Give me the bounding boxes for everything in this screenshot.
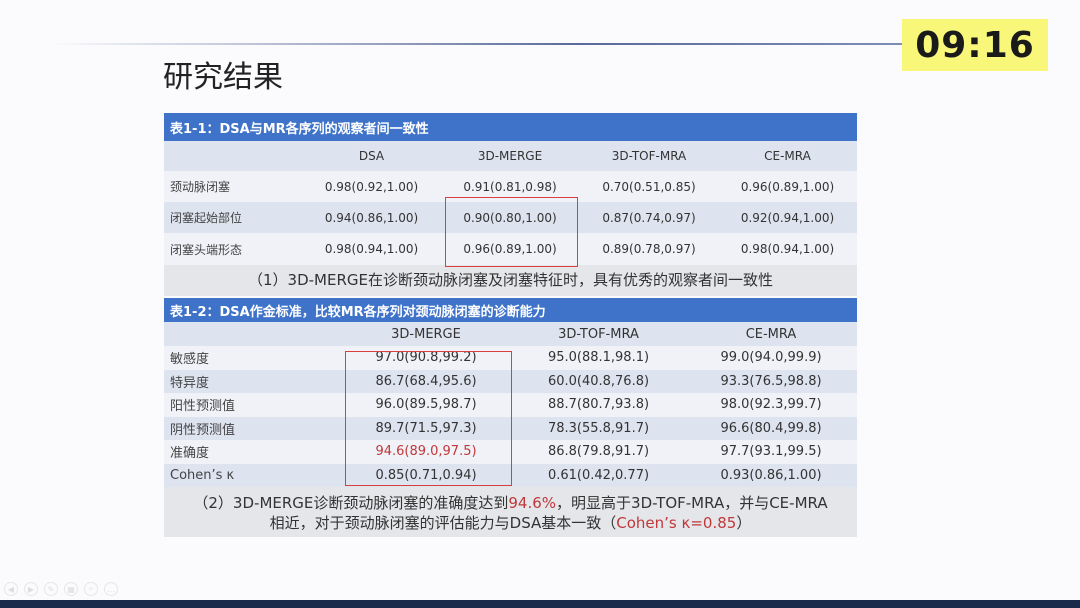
row-label: 准确度 (170, 446, 210, 462)
table-cell: 3D-MERGE (477, 149, 543, 163)
caption-text: 相近，对于颈动脉闭塞的评估能力与DSA基本一致（ (269, 514, 617, 532)
previous-icon[interactable]: ◀ (4, 582, 18, 596)
table-cell: 93.3(76.5,98.8) (720, 373, 822, 389)
table2-title: 表1-2：DSA作金标准，比较MR各序列对颈动脉闭塞的诊断能力 (164, 298, 857, 322)
table2-caption: （2）3D-MERGE诊断颈动脉闭塞的准确度达到94.6%，明显高于3D-TOF… (164, 487, 857, 537)
table-row: 特异度 86.7(68.4,95.6) 60.0(40.8,76.8) 93.3(76… (164, 369, 857, 393)
slides-icon[interactable]: ▦ (64, 582, 78, 596)
table-cell: 99.0(94.0,99.9) (720, 350, 822, 366)
row-label: 敏感度 (170, 352, 210, 368)
table-cell: DSA (358, 149, 385, 163)
table-row: 闭塞头端形态 0.98(0.94,1.00) 0.96(0.89,1.00) 0.89… (164, 233, 857, 265)
table-cell: 89.7(71.5,97.3) (375, 420, 477, 436)
table-cell: 0.96(0.89,1.00) (463, 242, 557, 256)
table-cell: 96.0(89.5,98.7) (375, 397, 477, 413)
table-row: 闭塞起始部位 0.94(0.86,1.00) 0.90(0.80,1.00) 0.87… (164, 202, 857, 233)
table-cell: 3D-MERGE (391, 326, 461, 342)
taskbar (0, 600, 1080, 608)
table-cell: 0.93(0.86,1.00) (720, 467, 822, 483)
table-cell: CE-MRA (745, 326, 797, 342)
table-cell: 0.96(0.89,1.00) (740, 179, 835, 194)
table-cell: 96.6(80.4,99.8) (720, 420, 822, 436)
table-cell: 0.85(0.71,0.94) (375, 467, 477, 483)
slideshow-toolbar: ◀ ▶ ✎ ▦ ⌕ … (4, 582, 118, 596)
row-label: 闭塞头端形态 (170, 242, 243, 257)
caption-text: ，明显高于3D-TOF-MRA，并与CE-MRA (556, 494, 828, 512)
table-row: 阴性预测值 89.7(71.5,97.3) 78.3(55.8,91.7) 96.6(… (164, 416, 857, 440)
table2-header-row: 3D-MERGE 3D-TOF-MRA CE-MRA (164, 322, 857, 346)
table-cell: 0.61(0.42,0.77) (547, 467, 650, 483)
table-cell: CE-MRA (764, 149, 811, 163)
table-cell: 3D-TOF-MRA (611, 149, 687, 163)
table-observer-agreement: 表1-1：DSA与MR各序列的观察者间一致性 DSA 3D-MERGE 3D-TOF… (164, 113, 857, 296)
highlight-box (345, 351, 512, 486)
table-row: 阳性预测值 96.0(89.5,98.7) 88.7(80.7,93.8) 98.0(… (164, 393, 857, 417)
more-icon[interactable]: … (104, 582, 118, 596)
table-cell: 0.94(0.86,1.00) (324, 210, 419, 225)
table-cell: 98.0(92.3,99.7) (720, 397, 822, 413)
pen-icon[interactable]: ✎ (44, 582, 58, 596)
table-cell: 0.92(0.94,1.00) (740, 210, 835, 225)
row-label: 颈动脉闭塞 (170, 180, 231, 194)
next-icon[interactable]: ▶ (24, 582, 38, 596)
slide-title: 研究结果 (163, 60, 283, 95)
table-cell: 0.91(0.81,0.98) (463, 179, 557, 194)
table-row: 准确度 94.6(89.0,97.5) 86.8(79.8,91.7) 97.7(93… (164, 440, 857, 464)
table-row: Cohen’s κ 0.85(0.71,0.94) 0.61(0.42,0.77) 0… (164, 463, 857, 487)
table-row: 敏感度 97.0(90.8,99.2) 95.0(88.1,98.1) 99.0(94… (164, 346, 857, 370)
caption-text: ） (736, 514, 752, 532)
table-cell: 97.7(93.1,99.5) (720, 444, 822, 460)
row-label: 阳性预测值 (170, 399, 236, 415)
table-cell: 95.0(88.1,98.1) (547, 350, 650, 366)
title-divider (50, 43, 930, 45)
table-cell: 94.6(89.0,97.5) (375, 444, 477, 460)
countdown-timer: 09:16 (902, 19, 1048, 71)
table-cell: 88.7(80.7,93.8) (547, 397, 650, 413)
table1-title: 表1-1：DSA与MR各序列的观察者间一致性 (164, 113, 857, 141)
table-cell: 0.70(0.51,0.85) (602, 179, 696, 194)
table-cell: 0.98(0.94,1.00) (324, 242, 419, 256)
table-cell: 97.0(90.8,99.2) (375, 350, 477, 366)
table-cell: 78.3(55.8,91.7) (547, 420, 650, 436)
table1-caption: （1）3D-MERGE在诊断颈动脉闭塞及闭塞特征时，具有优秀的观察者间一致性 (164, 265, 857, 296)
table-row: 颈动脉闭塞 0.98(0.92,1.00) 0.91(0.81,0.98) 0.70(… (164, 171, 857, 202)
table-diagnostic-performance: 表1-2：DSA作金标准，比较MR各序列对颈动脉闭塞的诊断能力 3D-MERGE… (164, 298, 857, 537)
row-label: 闭塞起始部位 (170, 211, 243, 225)
table-cell: 0.98(0.92,1.00) (324, 179, 419, 194)
table-cell: 86.7(68.4,95.6) (375, 373, 477, 389)
table1-header-row: DSA 3D-MERGE 3D-TOF-MRA CE-MRA (164, 141, 857, 171)
table-cell: 0.98(0.94,1.00) (740, 242, 835, 256)
caption-text: （2）3D-MERGE诊断颈动脉闭塞的准确度达到 (193, 494, 509, 512)
table-cell: 0.87(0.74,0.97) (602, 210, 696, 225)
table-cell: 60.0(40.8,76.8) (547, 373, 650, 389)
highlight-box (445, 197, 578, 267)
row-label: 特异度 (170, 375, 210, 391)
zoom-icon[interactable]: ⌕ (84, 582, 98, 596)
table-cell: 0.89(0.78,0.97) (602, 242, 696, 256)
table-cell: 3D-TOF-MRA (558, 326, 639, 342)
row-label: 阴性预测值 (170, 422, 236, 438)
caption-highlight: 94.6% (508, 494, 557, 512)
row-label: Cohen’s κ (170, 467, 235, 483)
caption-highlight: Cohen’s κ=0.85 (616, 514, 737, 532)
table-cell: 0.90(0.80,1.00) (463, 210, 557, 225)
table-cell: 86.8(79.8,91.7) (547, 444, 650, 460)
